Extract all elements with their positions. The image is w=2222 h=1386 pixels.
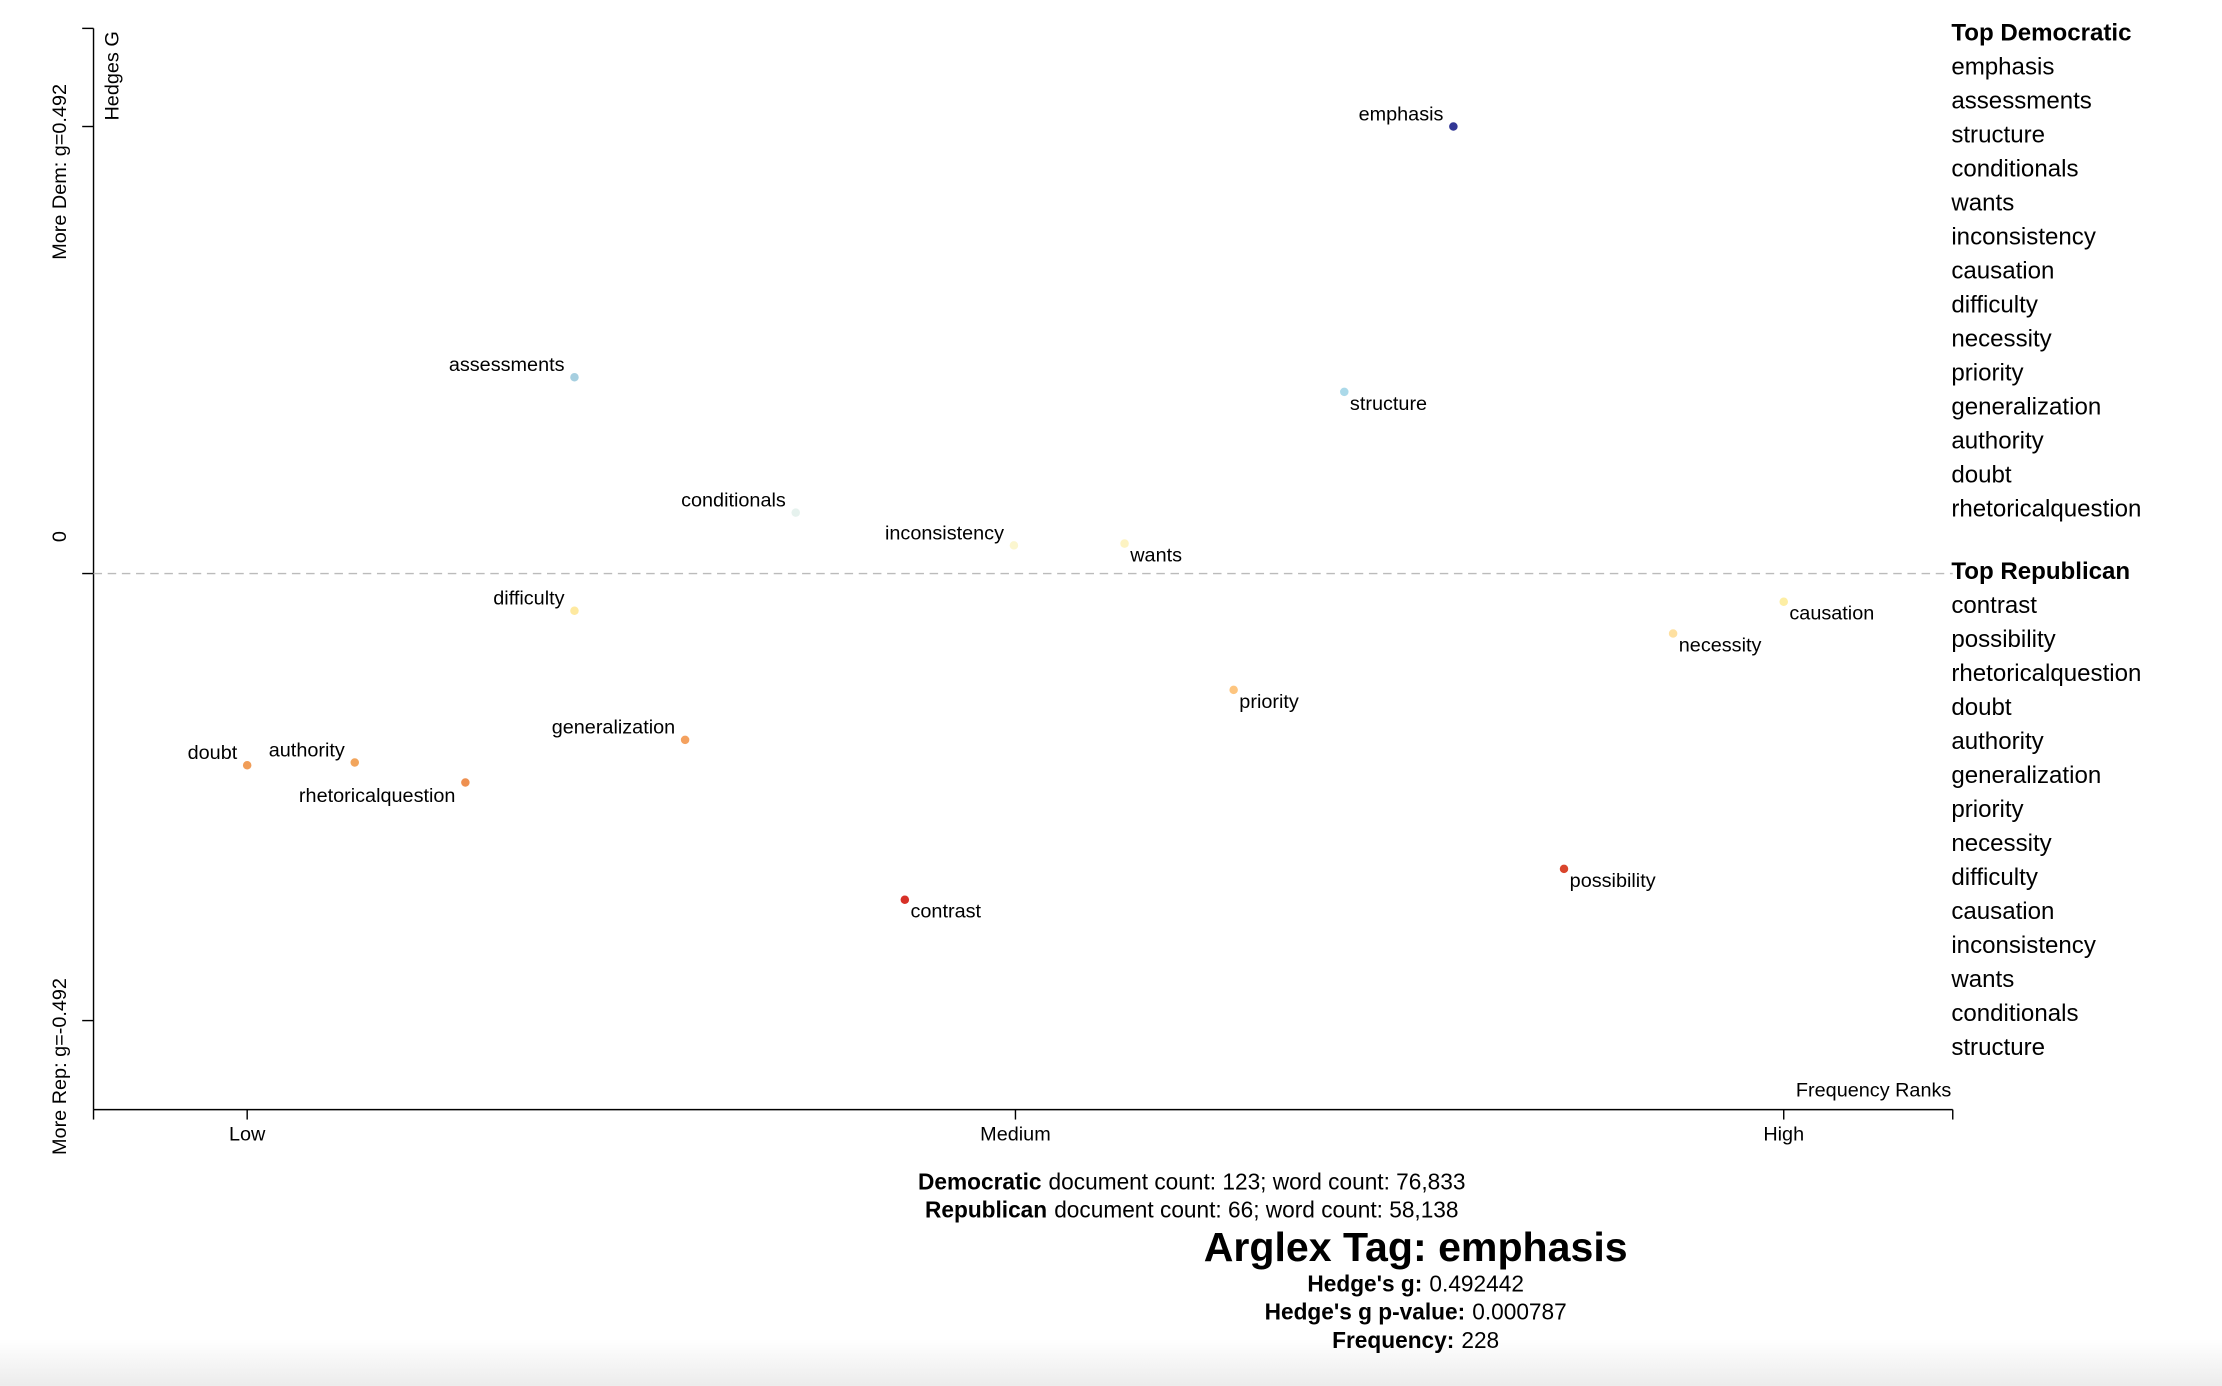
legend-term: wants [1950, 189, 2014, 216]
x-tick-label: Low [229, 1123, 266, 1145]
selected-stat: Hedge's g p-value: 0.000787 [1265, 1299, 1567, 1325]
point-label: contrast [910, 901, 981, 923]
corpus-stat: Republican document count: 66; word count… [925, 1197, 1459, 1223]
legend-term: necessity [1951, 830, 2051, 857]
stat-value: 0.000787 [1472, 1299, 1567, 1325]
point-label: rhetoricalquestion [299, 785, 456, 807]
selected-stat: Hedge's g: 0.492442 [1307, 1270, 1524, 1296]
selected-title: Arglex Tag: emphasis [1204, 1224, 1628, 1270]
selected-stat: Frequency: 228 [1332, 1327, 1499, 1353]
legend-term: inconsistency [1951, 932, 2096, 959]
point [1559, 864, 1569, 874]
legend-title: Top Democratic [1951, 19, 2131, 46]
corpus-name: Republican [925, 1197, 1047, 1223]
legend-term: wants [1950, 966, 2014, 993]
x-tick-label: Medium [980, 1123, 1051, 1145]
y-tick-label: 0 [49, 531, 71, 542]
point-label: possibility [1570, 870, 1656, 892]
stat-label: Hedge's g p-value: [1265, 1299, 1466, 1325]
point-label: conditionals [681, 490, 786, 512]
point-label: causation [1789, 603, 1874, 625]
stat-label: Frequency: [1332, 1327, 1454, 1353]
point [350, 758, 359, 767]
point-label: generalization [552, 717, 675, 739]
y-tick-label: More Dem: g=0.492 [49, 84, 71, 260]
legend-term: doubt [1951, 462, 2012, 489]
corpus-text: document count: 123; word count: 76,833 [1049, 1168, 1466, 1194]
legend-term: priority [1951, 360, 2023, 387]
legend-term: assessments [1951, 87, 2092, 114]
point [1009, 541, 1019, 550]
stat-label: Hedge's g: [1307, 1270, 1422, 1296]
legend-term: causation [1951, 257, 2054, 284]
legend-term: priority [1951, 796, 2023, 823]
point-label: inconsistency [885, 522, 1004, 544]
point [1668, 629, 1678, 638]
legend-term: authority [1951, 728, 2043, 755]
x-axis-label: Frequency Ranks [1796, 1079, 1951, 1101]
legend-title: Top Republican [1951, 558, 2130, 585]
legend-term: generalization [1951, 394, 2101, 421]
legend-term: emphasis [1951, 53, 2054, 80]
legend-term: conditionals [1951, 155, 2078, 182]
legend-term: causation [1951, 898, 2054, 925]
point [1340, 387, 1349, 397]
corpus-text: document count: 66; word count: 58,138 [1054, 1197, 1458, 1223]
stat-value: 0.492442 [1429, 1270, 1524, 1296]
legend-term: doubt [1951, 694, 2012, 721]
y-tick-label: More Rep: g=-0.492 [49, 978, 71, 1155]
y-axis-label: Hedges G [102, 31, 124, 120]
legend-term: necessity [1951, 326, 2051, 353]
legend-term: possibility [1951, 626, 2055, 653]
corpus-name: Democratic [918, 1168, 1041, 1194]
point [1120, 539, 1129, 548]
legend-term: difficulty [1951, 291, 2038, 318]
x-tick-label: High [1763, 1123, 1804, 1145]
point-label: necessity [1679, 635, 1762, 657]
legend-term: rhetoricalquestion [1951, 496, 2141, 523]
point [242, 761, 252, 770]
point-label: wants [1129, 545, 1182, 567]
point-label: assessments [449, 354, 565, 376]
point [680, 735, 690, 745]
legend-term: structure [1951, 1034, 2045, 1061]
corpus-stat: Democratic document count: 123; word coun… [918, 1168, 1465, 1194]
legend-term: difficulty [1951, 864, 2038, 891]
point [570, 606, 579, 616]
stat-value: 228 [1461, 1327, 1499, 1353]
bottom-fade [0, 1339, 2222, 1386]
point [1229, 685, 1238, 695]
legend-term: conditionals [1951, 1000, 2078, 1027]
legend-term: contrast [1951, 592, 2037, 619]
legend-term: generalization [1951, 762, 2101, 789]
point-label: authority [269, 739, 345, 761]
point [791, 508, 800, 517]
point-label: emphasis [1359, 103, 1444, 125]
legend-term: rhetoricalquestion [1951, 660, 2141, 687]
legend-term: authority [1951, 428, 2043, 455]
legend-term: structure [1951, 121, 2045, 148]
point-label: structure [1350, 393, 1427, 415]
point [1449, 122, 1458, 131]
point [461, 778, 470, 787]
point [570, 373, 579, 382]
point-label: difficulty [493, 588, 564, 610]
legend-term: inconsistency [1951, 223, 2096, 250]
point-label: doubt [188, 742, 238, 764]
point [1779, 597, 1788, 606]
point-label: priority [1239, 691, 1299, 713]
point [900, 895, 910, 904]
